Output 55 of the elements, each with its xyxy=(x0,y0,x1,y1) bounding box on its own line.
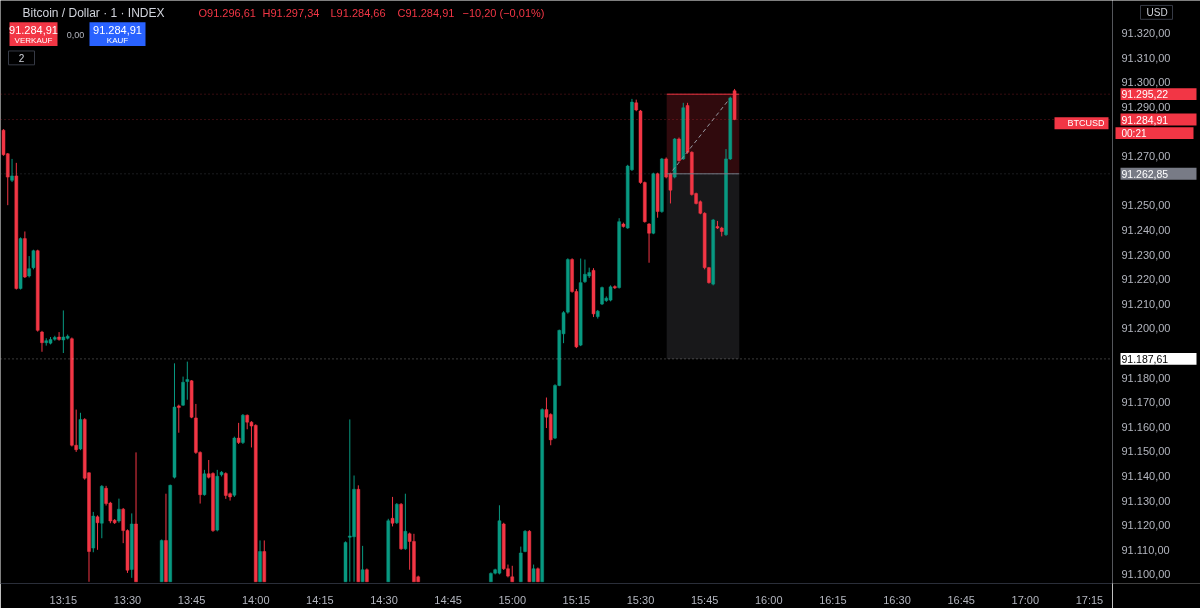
annotation: 0,00 xyxy=(66,30,85,41)
x-tick-label: 15:30 xyxy=(626,593,655,606)
x-tick-label: 16:00 xyxy=(755,593,783,606)
x-tick-label: 17:00 xyxy=(1011,593,1040,606)
x-tick-label: 17:15 xyxy=(1075,593,1104,606)
y-tick-label: 91.210,00 xyxy=(1121,297,1171,310)
x-tick-label: 14:00 xyxy=(241,593,270,606)
x-tick-label: 13:45 xyxy=(177,593,206,606)
y-tick-label: 91.320,00 xyxy=(1121,27,1171,40)
y-tick-label: 91.130,00 xyxy=(1121,494,1171,507)
y-tick-label: 91.270,00 xyxy=(1121,150,1171,163)
x-tick-label: 13:30 xyxy=(113,593,142,606)
ref-line-label: 91.187,61 xyxy=(1121,352,1169,365)
y-tick-label: 91.230,00 xyxy=(1121,248,1171,261)
y-tick-label: 91.150,00 xyxy=(1121,445,1171,458)
y-tick-label: 91.180,00 xyxy=(1121,371,1171,384)
annotation: O91.296,61 xyxy=(198,7,256,20)
y-tick-label: 91.290,00 xyxy=(1121,101,1171,114)
y-tick-label: 91.200,00 xyxy=(1121,322,1171,335)
annotation: KAUF xyxy=(106,35,129,45)
annotation: BTCUSD xyxy=(1067,118,1105,129)
x-tick-label: 14:45 xyxy=(434,593,462,606)
x-tick-label: 14:30 xyxy=(370,593,398,606)
y-tick-label: 91.220,00 xyxy=(1121,273,1171,286)
y-tick-label: 91.160,00 xyxy=(1121,420,1171,433)
text: Bitcoin / Dollar · 1 · INDEX xyxy=(22,6,165,21)
x-tick-label: 16:45 xyxy=(947,593,975,606)
x-tick-label: 15:45 xyxy=(690,593,719,606)
y-tick-label: 91.110,00 xyxy=(1121,543,1170,556)
x-tick-label: 15:15 xyxy=(562,593,591,606)
x-tick-label: 16:30 xyxy=(883,593,911,606)
text: 00:21 xyxy=(1121,127,1147,139)
x-tick-label: 14:15 xyxy=(306,593,334,606)
ref-line-label: 91.262,85 xyxy=(1121,167,1169,180)
annotation: 91.284,91 xyxy=(93,24,142,37)
y-tick-label: 91.100,00 xyxy=(1121,568,1171,581)
y-tick-label: 91.300,00 xyxy=(1121,76,1171,89)
annotation: H91.297,34 xyxy=(262,7,320,20)
y-tick-label: 91.310,00 xyxy=(1121,51,1171,64)
annotation: C91.284,91 xyxy=(397,7,455,20)
ref-line-label: 91.284,91 xyxy=(1121,113,1169,126)
annotation: VERKAUF xyxy=(14,35,53,45)
x-tick-label: 13:15 xyxy=(49,593,78,606)
x-tick-label: 15:00 xyxy=(498,593,527,606)
y-tick-label: 91.140,00 xyxy=(1121,470,1171,482)
x-tick-label: 16:15 xyxy=(819,593,847,606)
ref-line-label: 91.295,22 xyxy=(1121,88,1169,101)
text: USD xyxy=(1146,6,1168,18)
y-tick-label: 91.240,00 xyxy=(1121,224,1171,237)
y-tick-label: 91.120,00 xyxy=(1121,519,1171,532)
annotation: 2 xyxy=(18,52,25,64)
y-tick-label: 91.170,00 xyxy=(1121,396,1171,409)
annotation: −10,20 (−0,01%) xyxy=(462,7,545,20)
annotation: L91.284,66 xyxy=(330,7,386,20)
y-tick-label: 91.250,00 xyxy=(1121,199,1171,212)
